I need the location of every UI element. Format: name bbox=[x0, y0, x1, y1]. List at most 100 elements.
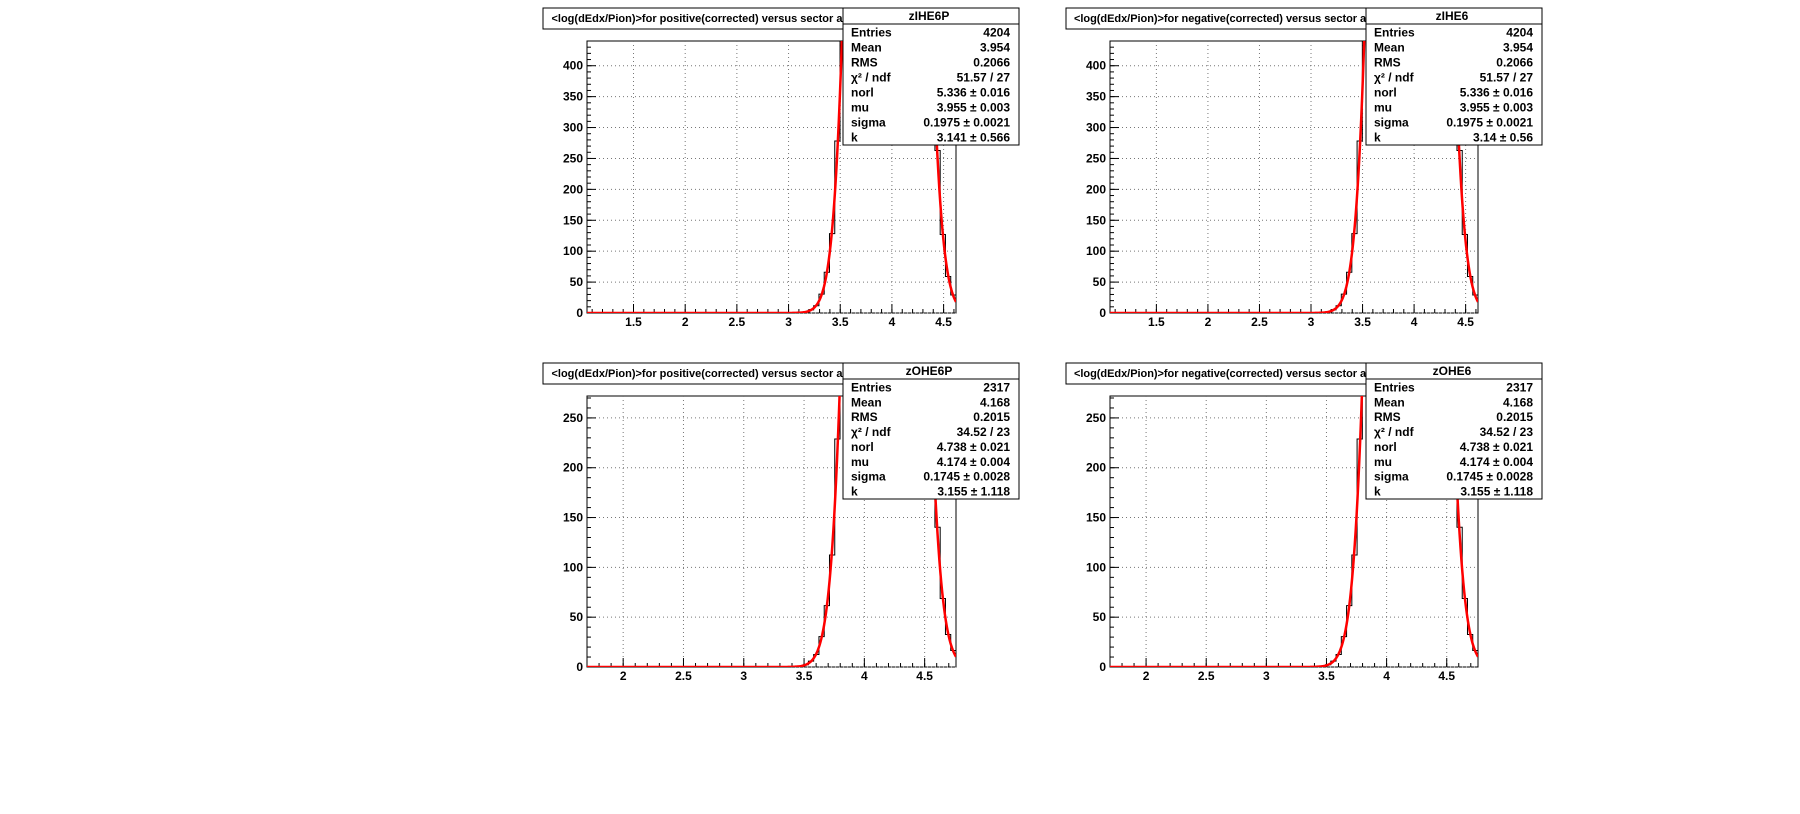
stat-value: 0.1745 ± 0.0028 bbox=[1446, 470, 1533, 484]
stats-box bbox=[842, 7, 1020, 146]
stat-label: Entries bbox=[1374, 380, 1415, 394]
stat-label: norl bbox=[1374, 86, 1397, 100]
stat-value: 3.141 ± 0.566 bbox=[937, 131, 1011, 145]
histogram-title: <log(dEdx/Pion)>for positive(corrected) … bbox=[551, 368, 878, 380]
x-tick-label: 3 bbox=[785, 315, 792, 329]
y-tick-label: 150 bbox=[563, 213, 583, 227]
stat-label: RMS bbox=[1374, 410, 1401, 424]
y-tick-label: 250 bbox=[563, 151, 583, 165]
x-tick-label: 3 bbox=[1263, 669, 1270, 683]
y-tick-label: 400 bbox=[1086, 59, 1106, 73]
x-tick-label: 3.5 bbox=[832, 315, 849, 329]
x-tick-label: 3.5 bbox=[1354, 315, 1371, 329]
stat-label: Mean bbox=[1374, 41, 1405, 55]
y-tick-label: 100 bbox=[1086, 560, 1106, 574]
stat-label: χ² / ndf bbox=[851, 425, 892, 439]
stat-label: Entries bbox=[851, 26, 892, 40]
stat-label: RMS bbox=[851, 56, 878, 70]
stat-value: 4.174 ± 0.004 bbox=[1460, 455, 1534, 469]
histogram-pad-1: 1.5 2 2.5 3 3.5 4 4.5 0 50 100 150 200 250 300 350 400 <… bbox=[542, 7, 1020, 329]
stat-label: Mean bbox=[851, 395, 882, 409]
x-tick-label: 4.5 bbox=[1457, 315, 1474, 329]
y-tick-label: 0 bbox=[1099, 660, 1106, 674]
x-tick-label: 2 bbox=[1205, 315, 1212, 329]
stat-value: 0.1745 ± 0.0028 bbox=[923, 470, 1010, 484]
stat-value: 0.2015 bbox=[973, 410, 1010, 424]
stat-value: 0.2066 bbox=[973, 56, 1010, 70]
stat-value: 3.155 ± 1.118 bbox=[937, 485, 1010, 499]
y-tick-label: 250 bbox=[1086, 151, 1106, 165]
stat-value: 0.1975 ± 0.0021 bbox=[923, 116, 1010, 130]
histogram-pad-3: 2 2.5 3 3.5 4 4.5 0 50 100 150 200 250 <log(dEdx/Pio… bbox=[542, 362, 1020, 683]
x-tick-label: 4.5 bbox=[935, 315, 952, 329]
stat-label: sigma bbox=[851, 470, 886, 484]
stat-value: 3.954 bbox=[980, 41, 1010, 55]
stat-label: RMS bbox=[851, 410, 878, 424]
stat-label: norl bbox=[851, 86, 874, 100]
y-tick-label: 0 bbox=[576, 306, 583, 320]
stat-value: 51.57 / 27 bbox=[957, 71, 1011, 85]
x-tick-label: 2.5 bbox=[1251, 315, 1268, 329]
y-tick-label: 200 bbox=[563, 461, 583, 475]
x-tick-label: 2 bbox=[620, 669, 627, 683]
stat-value: 3.955 ± 0.003 bbox=[1460, 101, 1534, 115]
y-tick-label: 200 bbox=[563, 182, 583, 196]
x-tick-label: 4 bbox=[1411, 315, 1418, 329]
y-tick-label: 250 bbox=[563, 411, 583, 425]
stat-label: mu bbox=[851, 455, 869, 469]
y-tick-label: 200 bbox=[1086, 461, 1106, 475]
x-tick-label: 1.5 bbox=[625, 315, 642, 329]
stat-label: norl bbox=[851, 440, 874, 454]
y-tick-label: 100 bbox=[563, 244, 583, 258]
stat-label: Entries bbox=[851, 380, 892, 394]
stat-value: 51.57 / 27 bbox=[1480, 71, 1534, 85]
stat-label: sigma bbox=[851, 116, 886, 130]
stat-label: χ² / ndf bbox=[1374, 425, 1415, 439]
x-tick-label: 4 bbox=[861, 669, 868, 683]
stat-label: mu bbox=[851, 101, 869, 115]
y-tick-label: 350 bbox=[563, 90, 583, 104]
histogram-name: zOHE6 bbox=[1433, 364, 1472, 378]
x-tick-label: 2 bbox=[682, 315, 689, 329]
y-tick-label: 50 bbox=[570, 610, 584, 624]
stat-label: sigma bbox=[1374, 470, 1409, 484]
x-tick-label: 2.5 bbox=[1198, 669, 1215, 683]
stat-value: 0.2066 bbox=[1496, 56, 1533, 70]
y-tick-label: 350 bbox=[1086, 90, 1106, 104]
stat-value: 0.1975 ± 0.0021 bbox=[1446, 116, 1533, 130]
y-tick-label: 150 bbox=[1086, 213, 1106, 227]
y-tick-label: 0 bbox=[1099, 306, 1106, 320]
x-tick-label: 3 bbox=[740, 669, 747, 683]
stat-value: 4.168 bbox=[1503, 395, 1533, 409]
stats-box bbox=[842, 362, 1020, 500]
histogram-title: <log(dEdx/Pion)>for negative(corrected) … bbox=[1074, 368, 1402, 380]
stat-label: norl bbox=[1374, 440, 1397, 454]
y-tick-label: 50 bbox=[1093, 275, 1107, 289]
stat-value: 3.954 bbox=[1503, 41, 1533, 55]
y-tick-label: 100 bbox=[563, 560, 583, 574]
stat-value: 2317 bbox=[983, 380, 1010, 394]
stat-value: 4.738 ± 0.021 bbox=[1460, 440, 1534, 454]
stat-label: k bbox=[851, 131, 858, 145]
stat-value: 4204 bbox=[1506, 26, 1533, 40]
stat-label: mu bbox=[1374, 455, 1392, 469]
stat-value: 4.738 ± 0.021 bbox=[937, 440, 1011, 454]
y-tick-label: 150 bbox=[563, 511, 583, 525]
histogram-name: zIHE6 bbox=[1436, 9, 1469, 23]
x-tick-label: 3.5 bbox=[796, 669, 813, 683]
stat-value: 5.336 ± 0.016 bbox=[937, 86, 1011, 100]
x-tick-label: 2.5 bbox=[729, 315, 746, 329]
stat-label: k bbox=[851, 485, 858, 499]
stat-value: 4.174 ± 0.004 bbox=[937, 455, 1011, 469]
stat-value: 4204 bbox=[983, 26, 1010, 40]
histogram-pad-2: 1.5 2 2.5 3 3.5 4 4.5 0 50 100 150 200 250 300 350 400 <… bbox=[1065, 7, 1543, 329]
stat-label: Entries bbox=[1374, 26, 1415, 40]
stat-value: 5.336 ± 0.016 bbox=[1460, 86, 1534, 100]
stats-box bbox=[1365, 7, 1543, 146]
stat-label: χ² / ndf bbox=[851, 71, 892, 85]
x-tick-label: 2 bbox=[1143, 669, 1150, 683]
stat-value: 3.955 ± 0.003 bbox=[937, 101, 1011, 115]
x-tick-label: 4.5 bbox=[1438, 669, 1455, 683]
stats-box bbox=[1365, 362, 1543, 500]
